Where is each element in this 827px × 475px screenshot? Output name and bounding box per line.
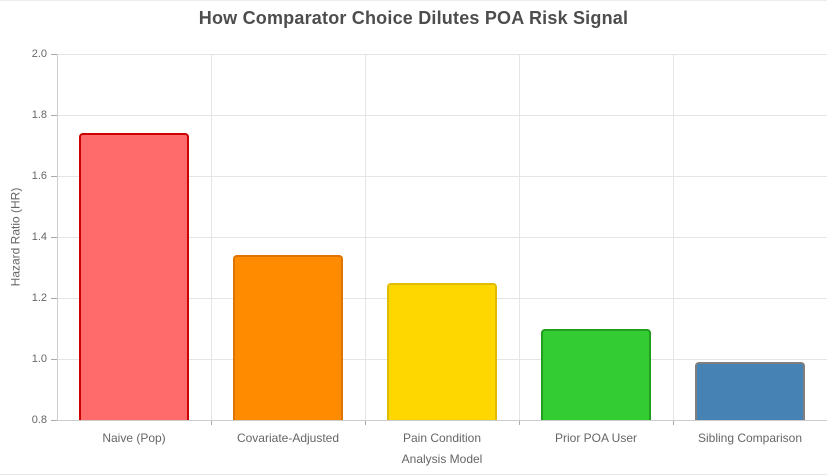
y-tick-label: 2.0 [31, 47, 47, 60]
y-tick-mark [51, 53, 57, 55]
y-tick-label: 1.6 [31, 169, 47, 182]
y-tick-mark [51, 297, 57, 299]
y-axis-title-text: Hazard Ratio (HR) [8, 187, 23, 287]
y-tick-label: 0.8 [31, 413, 47, 426]
y-tick-label: 1.2 [31, 291, 47, 304]
y-tick-mark [51, 175, 57, 177]
gridline-vertical [210, 54, 212, 420]
x-tick-mark [364, 420, 366, 425]
bar [541, 328, 651, 420]
gridline-vertical [672, 54, 674, 420]
y-tick-label: 1.4 [31, 230, 47, 243]
chart-title: How Comparator Choice Dilutes POA Risk S… [198, 8, 629, 28]
gridline-horizontal [57, 236, 827, 238]
bar [695, 362, 805, 420]
x-tick-mark [672, 420, 674, 425]
gridline-horizontal [57, 114, 827, 116]
x-category-label: Sibling Comparison [697, 431, 803, 445]
bar [233, 255, 343, 420]
y-tick-mark [51, 419, 57, 421]
gridline-vertical [518, 54, 520, 420]
gridline-vertical [364, 54, 366, 420]
x-tick-mark [518, 420, 520, 425]
x-category-label: Naive (Pop) [102, 431, 166, 445]
gridline-horizontal [57, 53, 827, 55]
y-tick-label: 1.8 [31, 108, 47, 121]
y-axis-line [57, 54, 58, 420]
x-category-label: Pain Condition [402, 431, 482, 445]
x-category-label: Prior POA User [554, 431, 638, 445]
x-tick-mark [210, 420, 212, 425]
y-tick-mark [51, 236, 57, 238]
y-tick-mark [51, 358, 57, 360]
bar [79, 133, 189, 420]
x-category-label: Covariate-Adjusted [236, 431, 340, 445]
gridline-horizontal [57, 175, 827, 177]
y-axis-title: Hazard Ratio (HR) [0, 54, 30, 420]
y-tick-mark [51, 114, 57, 116]
bar [387, 282, 497, 420]
y-tick-label: 1.0 [31, 352, 47, 365]
x-axis-title: Analysis Model [401, 452, 483, 466]
x-axis-line [57, 420, 827, 421]
